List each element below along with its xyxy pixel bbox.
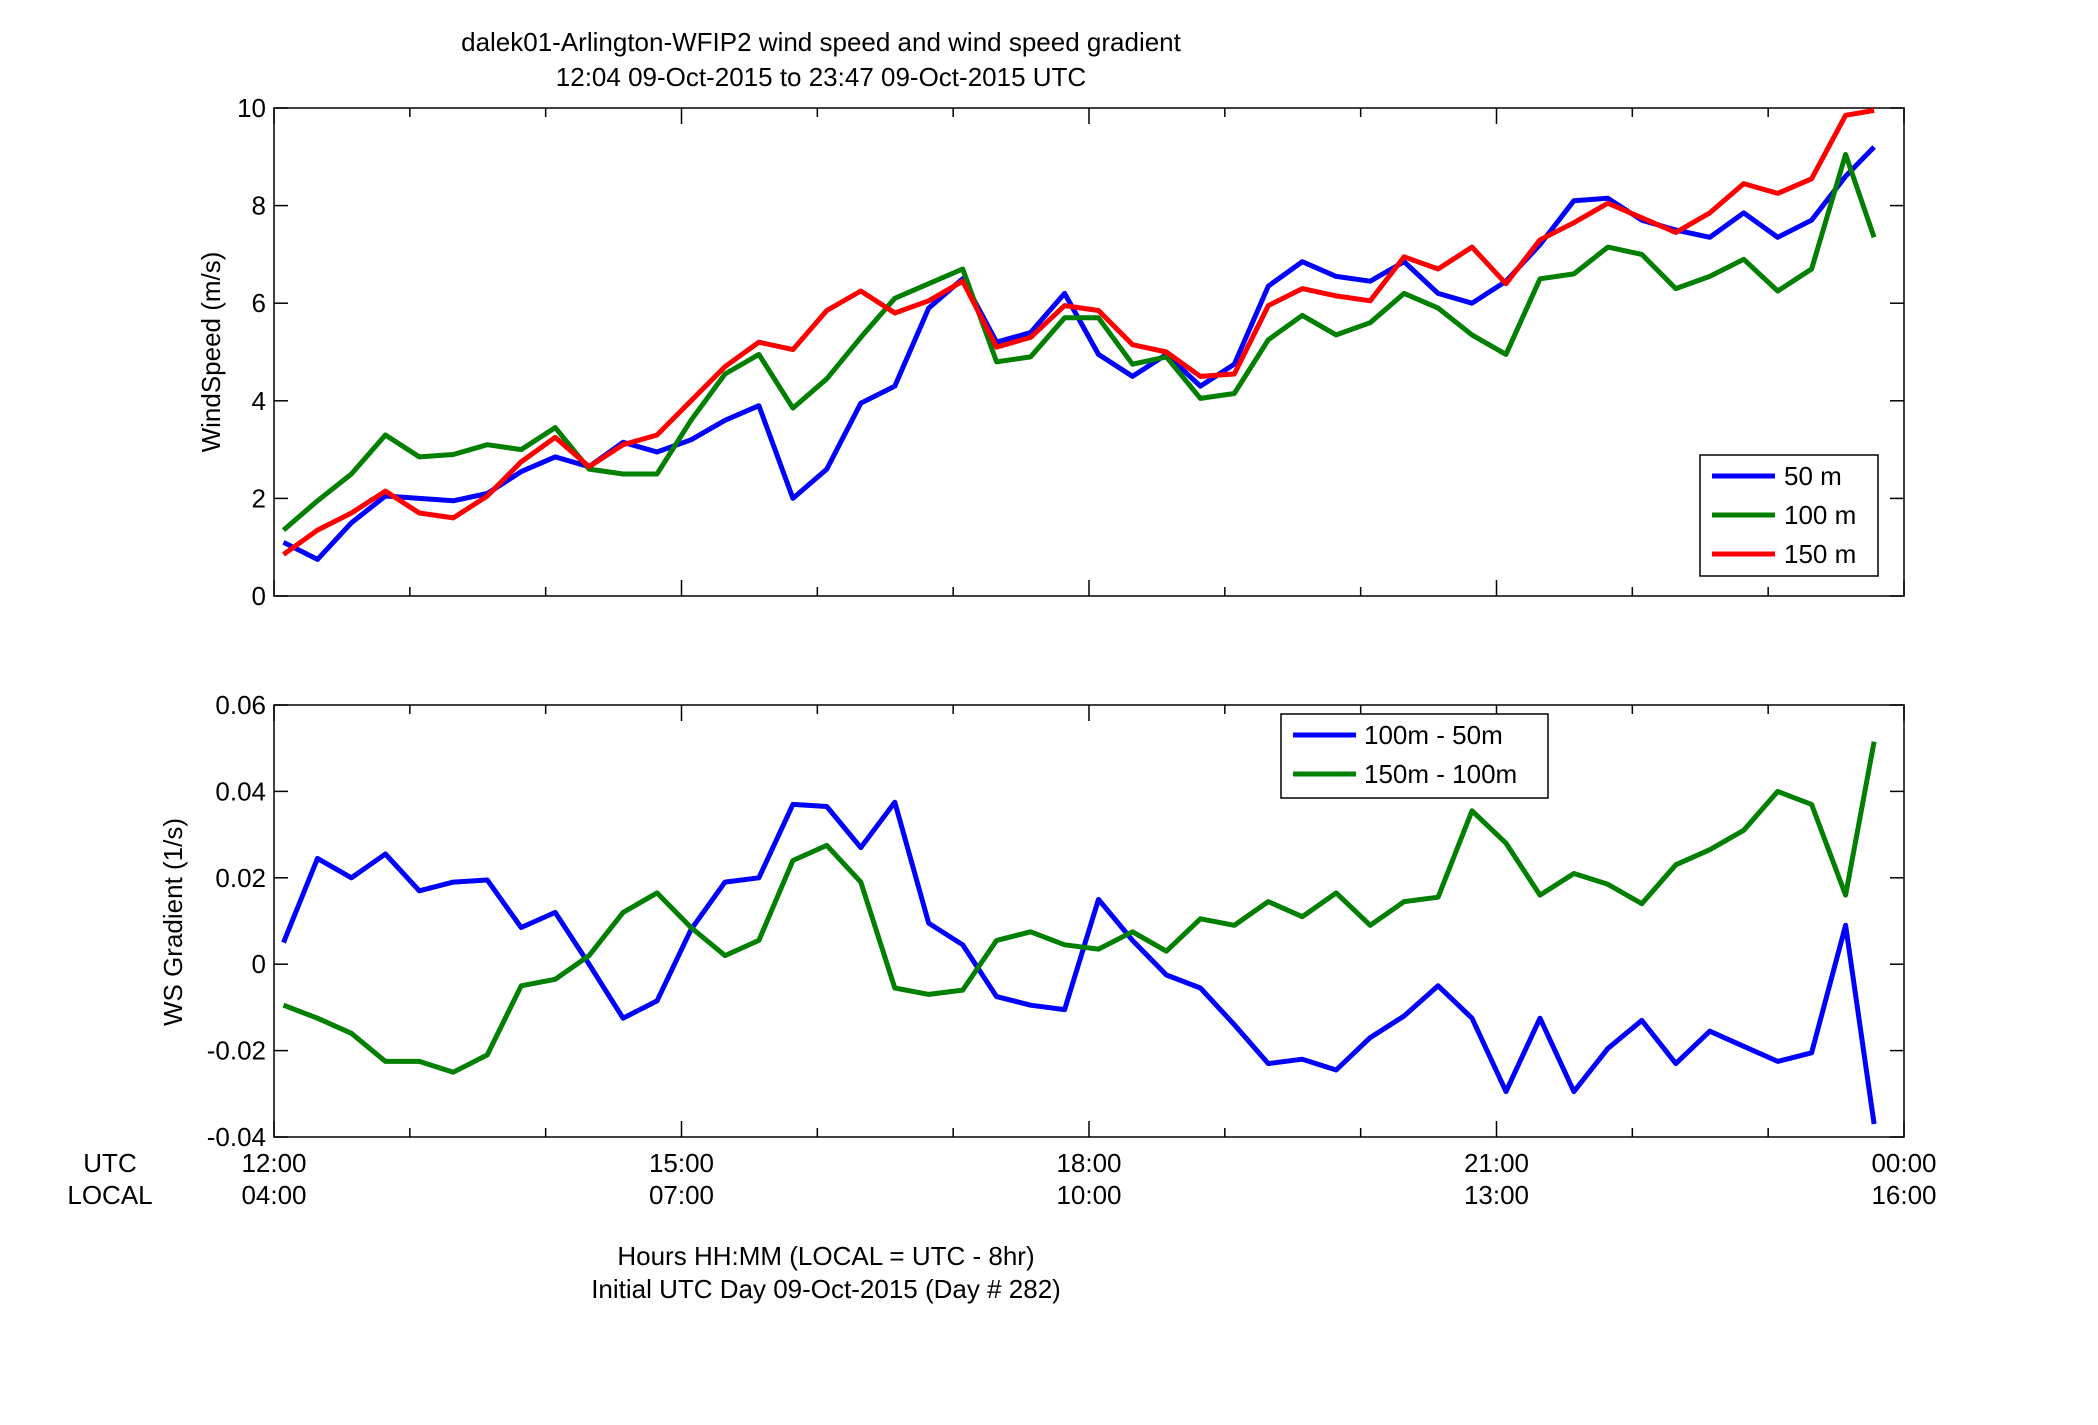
gradient-y-tick-label: 0.04	[215, 776, 266, 806]
figure-title-line2: 12:04 09-Oct-2015 to 23:47 09-Oct-2015 U…	[556, 62, 1086, 92]
x-tick-label-utc: 15:00	[649, 1148, 714, 1178]
x-tick-label-local: 16:00	[1871, 1180, 1936, 1210]
x-tick-label-local: 07:00	[649, 1180, 714, 1210]
row-label-utc: UTC	[83, 1148, 136, 1178]
figure-title-line1: dalek01-Arlington-WFIP2 wind speed and w…	[461, 27, 1182, 57]
gradient-series	[281, 741, 1877, 1125]
windspeed-y-tick-label: 0	[252, 581, 266, 611]
legend-label-150m: 150 m	[1784, 539, 1856, 569]
gradient-y-tick-label: 0.06	[215, 690, 266, 720]
windspeed-y-tick-label: 2	[252, 483, 266, 513]
gradient-y-tick-label: 0.02	[215, 863, 266, 893]
gradient-y-tick-label: -0.04	[207, 1122, 266, 1152]
x-tick-label-utc: 21:00	[1464, 1148, 1529, 1178]
x-tick-label-utc: 12:00	[241, 1148, 306, 1178]
gradient-legend-box	[1280, 713, 1549, 799]
windspeed-y-ticks: 0 2 4 6 8 10	[237, 93, 1904, 611]
windspeed-series	[281, 107, 1877, 562]
x-tick-label-utc: 18:00	[1056, 1148, 1121, 1178]
windspeed-y-tick-label: 10	[237, 93, 266, 123]
gradient-series-150m-100m	[282, 741, 1877, 1075]
windspeed-legend: 50 m 100 m 150 m	[1699, 454, 1879, 577]
windspeed-x-ticks	[273, 108, 1905, 596]
windspeed-series-150-m	[282, 107, 1875, 557]
x-tick-label-utc: 00:00	[1871, 1148, 1936, 1178]
x-tick-label-local: 04:00	[241, 1180, 306, 1210]
windspeed-series-50-m	[282, 145, 1876, 562]
windspeed-y-tick-label: 8	[252, 191, 266, 221]
gradient-x-ticks	[273, 705, 1905, 1137]
x-axis-label-line2: Initial UTC Day 09-Oct-2015 (Day # 282)	[591, 1274, 1061, 1304]
legend-label-100m-50m: 100m - 50m	[1364, 720, 1503, 750]
legend-label-150m-100m: 150m - 100m	[1364, 759, 1517, 789]
windspeed-y-tick-label: 6	[252, 288, 266, 318]
legend-label-50m: 50 m	[1784, 461, 1842, 491]
gradient-y-axis-label: WS Gradient (1/s)	[158, 818, 188, 1026]
row-label-local: LOCAL	[67, 1180, 152, 1210]
windspeed-y-tick-label: 4	[252, 386, 266, 416]
x-tick-label-local: 10:00	[1056, 1180, 1121, 1210]
gradient-y-tick-label: -0.02	[207, 1036, 266, 1066]
gradient-y-ticks: -0.04 -0.02 0 0.02 0.04 0.06	[207, 690, 1904, 1152]
x-axis-label-line1: Hours HH:MM (LOCAL = UTC - 8hr)	[617, 1241, 1034, 1271]
gradient-legend: 100m - 50m 150m - 100m	[1280, 713, 1549, 799]
x-tick-label-local: 13:00	[1464, 1180, 1529, 1210]
windspeed-series-100-m	[281, 151, 1877, 532]
gradient-panel: -0.04 -0.02 0 0.02 0.04 0.06 WS Gradient (1/s…	[158, 690, 1905, 1152]
windspeed-y-axis-label: WindSpeed (m/s)	[196, 252, 226, 453]
gradient-y-tick-label: 0	[252, 949, 266, 979]
gradient-series-100m-50m	[281, 799, 1877, 1125]
legend-label-100m: 100 m	[1784, 500, 1856, 530]
windspeed-panel: 0 2 4 6 8 10 WindSpeed (m/s) 50 m 100 m 150 m	[196, 93, 1905, 611]
